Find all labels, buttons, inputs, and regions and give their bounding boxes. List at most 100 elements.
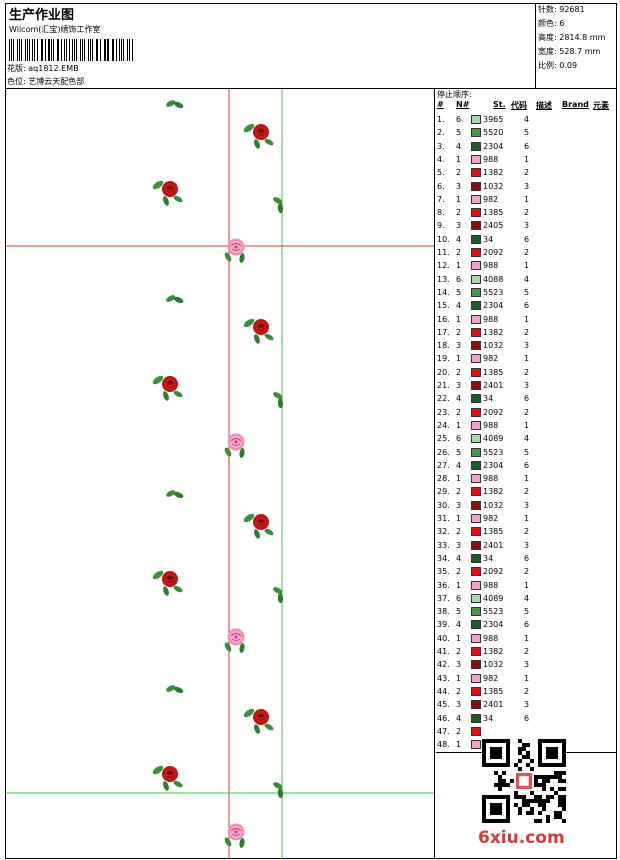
color-swatch: [471, 420, 481, 430]
row-index: 28.: [437, 474, 450, 484]
row-code: 988: [483, 261, 499, 271]
stat-height: 高度: 2814.8 mm: [536, 31, 617, 45]
table-row: 27. 4 2304 6: [436, 459, 617, 472]
row-index: 16.: [437, 314, 450, 324]
row-element: 2: [524, 327, 530, 337]
row-code: 34: [483, 553, 494, 563]
row-index: 25.: [437, 434, 450, 444]
color-swatch: [471, 341, 481, 351]
row-element: 1: [524, 314, 530, 324]
row-index: 15.: [437, 301, 450, 311]
row-code: 2092: [483, 248, 504, 257]
row-needle: 1: [456, 154, 462, 164]
table-row: 48. 1: [436, 738, 617, 751]
row-code: 2304: [483, 141, 504, 151]
row-element: 5: [524, 447, 530, 457]
row-element: 5: [524, 128, 530, 138]
row-element: 3: [524, 660, 530, 670]
row-code: 5523: [483, 287, 504, 297]
table-row: 6. 3 1032 3: [436, 180, 617, 193]
stat-colors: 颜色: 6: [536, 17, 617, 31]
stat-value: 528.7 mm: [559, 47, 601, 56]
table-row: 40. 1 988 1: [436, 632, 617, 645]
row-index: 30.: [437, 500, 450, 510]
color-swatch: [471, 740, 481, 750]
row-needle: 5: [456, 287, 462, 297]
leaf-motif: [269, 778, 289, 801]
row-element: 1: [524, 194, 530, 204]
row-code: 4088: [483, 274, 504, 284]
row-code: 982: [483, 514, 499, 523]
row-needle: 2: [456, 686, 462, 696]
row-code: 982: [483, 194, 499, 204]
color-swatch: [471, 287, 481, 297]
row-element: 3: [524, 500, 530, 510]
red-rose-motif: [241, 511, 276, 541]
row-index: 4.: [437, 154, 445, 164]
stop-sequence-title: 停止顺序:: [437, 90, 472, 99]
row-element: 2: [524, 407, 530, 417]
color-swatch: [471, 407, 481, 417]
table-row: 24. 1 988 1: [436, 419, 617, 432]
row-element: 1: [524, 633, 530, 643]
page-title: 生产作业图: [9, 8, 75, 23]
table-row: 44. 2 1385 2: [436, 685, 617, 698]
row-needle: 1: [456, 673, 462, 683]
row-index: 45.: [437, 700, 450, 710]
row-needle: 2: [456, 327, 462, 337]
row-index: 37.: [437, 593, 450, 603]
row-element: 1: [524, 420, 530, 430]
row-code: 1032: [483, 660, 504, 670]
embroidery-motifs: [150, 98, 289, 849]
row-code: 1385: [483, 527, 504, 537]
row-index: 33.: [437, 540, 450, 550]
row-element: 3: [524, 381, 530, 390]
file-name: aq1812.EMB: [28, 64, 79, 73]
row-element: 6: [524, 234, 530, 244]
col-header-stitches: St.: [493, 100, 506, 109]
leaf-motif: [269, 388, 289, 411]
row-index: 27.: [437, 460, 450, 470]
table-row: 17. 2 1382 2: [436, 326, 617, 339]
row-code: 1382: [483, 647, 504, 656]
pink-rose-motif: [222, 237, 246, 264]
colorway-line: 色位: 艺博云天配色部: [7, 76, 84, 87]
row-index: 35.: [437, 567, 450, 577]
pink-rose-motif: [222, 432, 246, 459]
table-row: 19. 1 982 1: [436, 352, 617, 365]
row-code: 988: [483, 420, 499, 430]
color-swatch: [471, 261, 481, 271]
row-element: 3: [524, 221, 530, 231]
color-swatch: [471, 327, 481, 337]
row-code: 3965: [483, 115, 504, 124]
row-element: 6: [524, 394, 530, 404]
color-swatch: [471, 314, 481, 324]
row-element: 1: [524, 474, 530, 484]
row-index: 46.: [437, 713, 450, 723]
row-element: 6: [524, 301, 530, 311]
table-row: 30. 3 1032 3: [436, 499, 617, 512]
row-index: 18.: [437, 341, 450, 351]
row-needle: 1: [456, 194, 462, 204]
row-needle: 1: [456, 420, 462, 430]
design-preview[interactable]: [5, 89, 435, 859]
row-element: 3: [524, 700, 530, 710]
table-row: 18. 3 1032 3: [436, 339, 617, 352]
row-index: 42.: [437, 660, 450, 670]
colorway-name: 艺博云天配色部: [28, 77, 85, 86]
red-rose-motif: [241, 706, 276, 736]
row-code: 2405: [483, 221, 504, 231]
row-code: 1385: [483, 367, 504, 377]
col-header-index: #: [437, 100, 444, 109]
row-index: 24.: [437, 420, 450, 430]
row-code: 1385: [483, 208, 504, 218]
row-needle: 4: [456, 553, 462, 563]
row-element: 5: [524, 287, 530, 297]
row-index: 22.: [437, 394, 450, 404]
row-index: 40.: [437, 633, 450, 643]
color-swatch: [471, 460, 481, 470]
barcode: [9, 39, 135, 61]
row-element: 4: [524, 274, 530, 284]
col-header-code: 代码: [511, 101, 527, 110]
row-element: 1: [524, 673, 530, 683]
